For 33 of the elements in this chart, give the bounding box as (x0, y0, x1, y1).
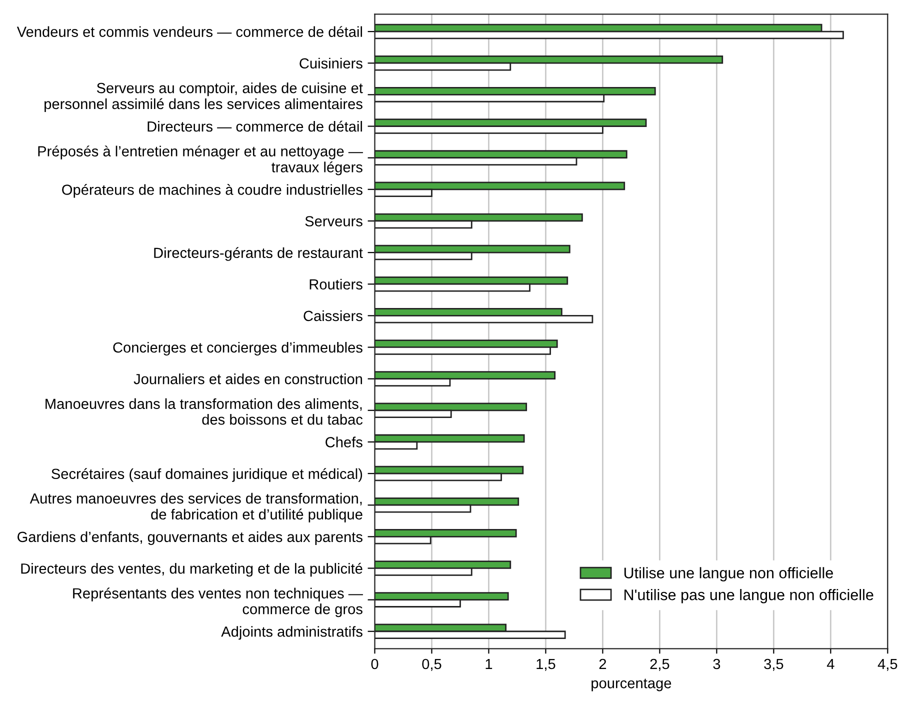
x-tick-label: 0 (371, 658, 378, 670)
x-tick-label: 0,5 (422, 658, 442, 671)
x-tick-label: 2,5 (650, 658, 670, 671)
y-tick-label: Directeurs — commerce de détail (148, 120, 362, 132)
y-tick-label: Cuisiniers (300, 58, 362, 69)
x-tick-label: 1 (486, 658, 492, 670)
y-tick-label: Concierges et concierges d’immeubles (113, 342, 362, 356)
x-tick-label: 4 (826, 658, 834, 670)
x-tick-label: 4,5 (878, 658, 898, 671)
y-tick-label: Directeurs-gérants de restaurant (154, 247, 363, 261)
x-axis-title: pourcentage (592, 678, 672, 692)
y-tick-label: Manoeuvres dans la transformation des aliments, des boissons et du tabac (46, 398, 363, 425)
y-tick-label: Autres manoeuvres des services de transformation, de fabrication et d’utilité publique (30, 492, 362, 522)
y-tick-label: Directeurs des ventes, du marketing et de la publicité (21, 562, 362, 577)
x-tick-label: 1,5 (536, 658, 556, 671)
y-tick-label: Opérateurs de machines à coudre industrielles (62, 184, 362, 198)
y-tick-label: Chefs (326, 436, 362, 448)
x-tick-label: 3,5 (764, 658, 784, 671)
y-tick-label: Serveurs (305, 216, 362, 226)
y-tick-label: Gardiens d’enfants, gouvernants et aides aux parents (18, 531, 362, 545)
y-tick-label: Secrétaires (sauf domaines juridique et médical) (52, 468, 362, 482)
y-tick-label: Vendeurs et commis vendeurs — commerce de détail (16, 26, 362, 37)
y-tick-label: Adjoints administratifs (221, 626, 362, 640)
y-tick-label: Routiers (310, 278, 362, 290)
x-tick-label: 2 (599, 658, 606, 670)
y-tick-label: Représentants des ventes non techniques — commerce de gros (73, 588, 363, 618)
x-tick-label: 3 (713, 658, 720, 670)
y-tick-label: Caissiers (304, 310, 362, 322)
legend-label: N'utilise pas une langue non officielle (624, 589, 874, 604)
y-tick-label: Journaliers et aides en construction (134, 374, 362, 384)
y-tick-label: Préposés à l’entretien ménager et au nettoyage — travaux légers (38, 146, 363, 176)
y-tick-label: Serveurs au comptoir, aides de cuisine et personnel assimilé dans les services alimentaires (44, 82, 363, 112)
legend-label: Utilise une langue non officielle (624, 567, 833, 582)
